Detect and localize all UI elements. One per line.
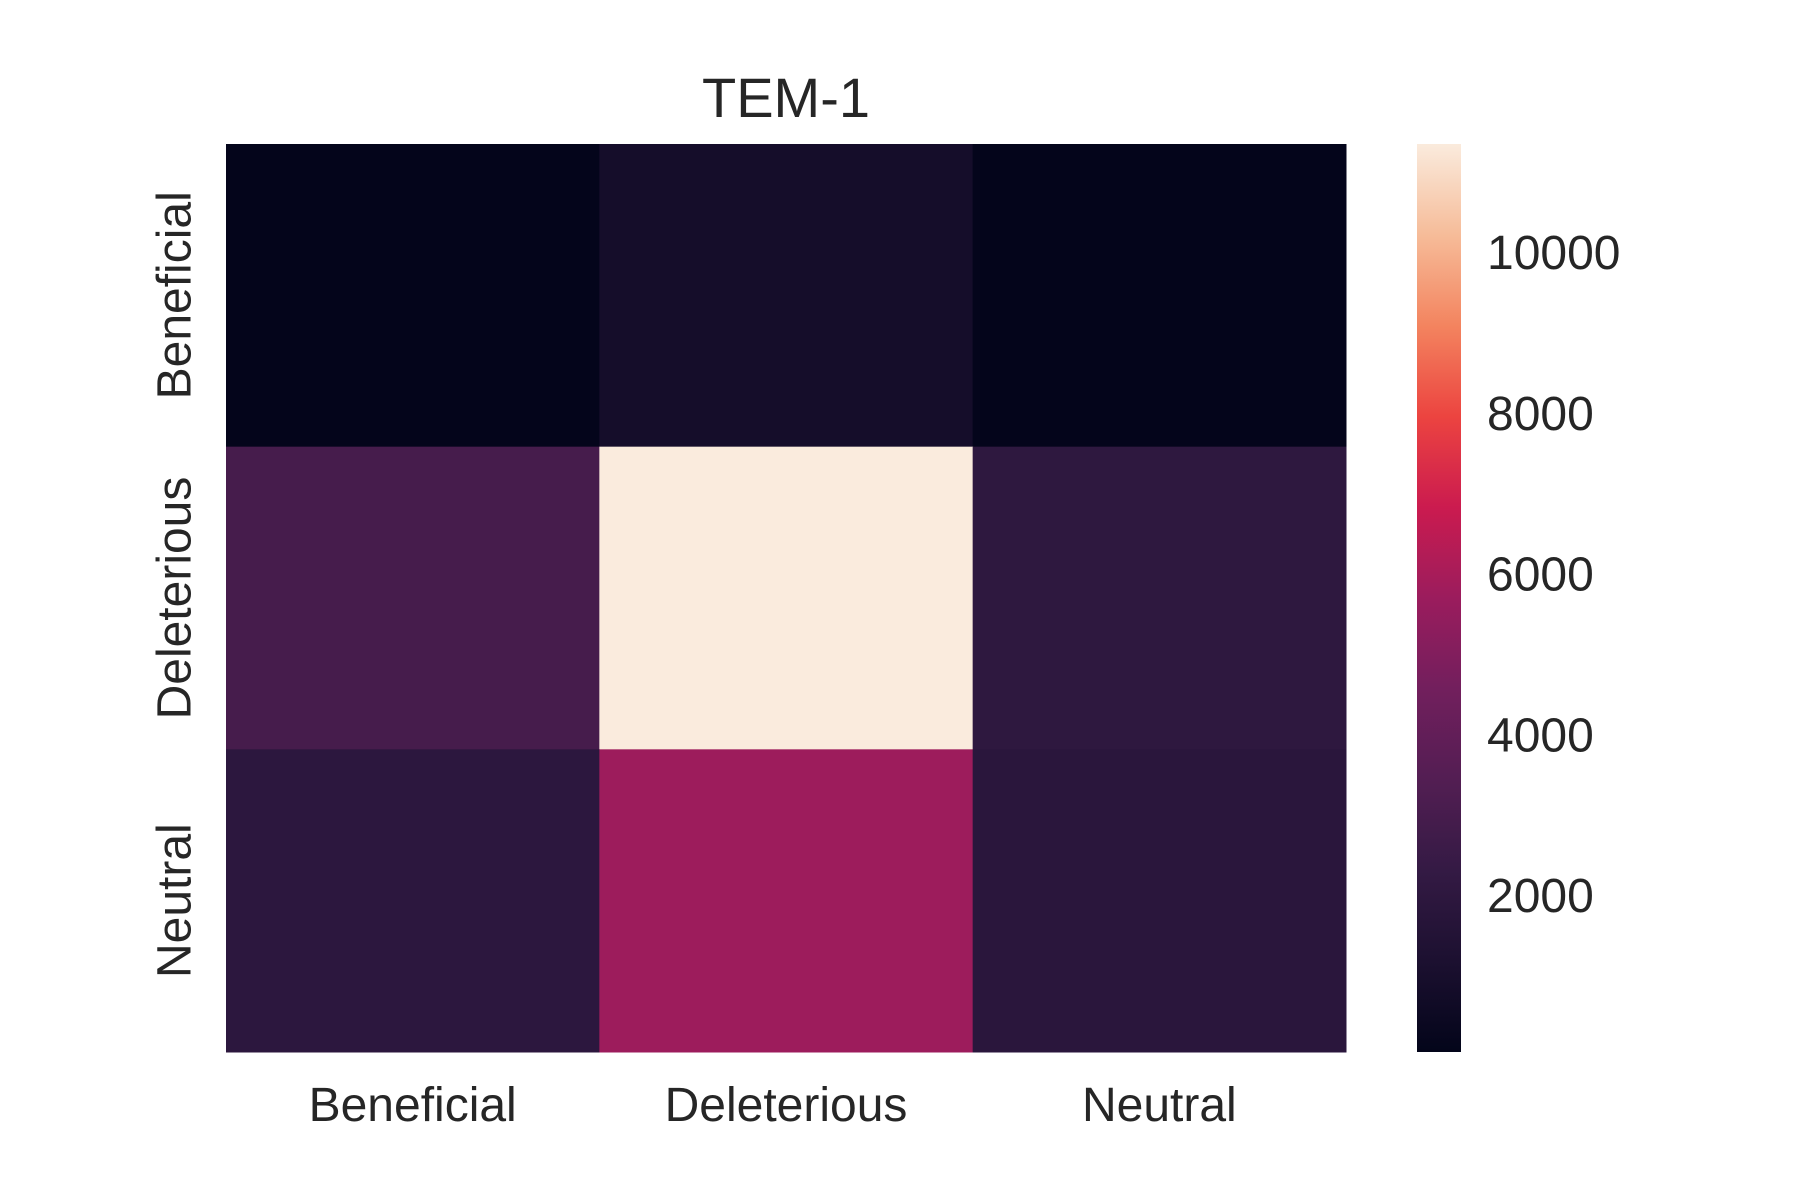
colorbar-tick-label: 8000 — [1487, 388, 1594, 441]
x-tick-label: Deleterious — [665, 1079, 908, 1132]
colorbar — [1417, 144, 1461, 1052]
y-tick-label: Neutral — [149, 823, 202, 978]
heatmap-cell — [226, 144, 600, 448]
heatmap-cells — [226, 144, 1347, 1053]
colorbar-ticks: 2000 4000 6000 8000 10000 — [1487, 227, 1620, 923]
heatmap-cell — [226, 446, 600, 750]
colorbar-gradient — [1417, 144, 1461, 1052]
y-tick-label: Beneficial — [149, 191, 202, 399]
colorbar-tick-label: 10000 — [1487, 227, 1620, 280]
heatmap-cell — [599, 144, 974, 448]
heatmap-cell — [599, 749, 974, 1053]
heatmap-cell — [972, 144, 1347, 448]
colorbar-tick-label: 6000 — [1487, 549, 1594, 602]
chart-title: TEM-1 — [702, 66, 870, 129]
colorbar-tick-label: 2000 — [1487, 870, 1594, 923]
y-tick-label: Deleterious — [149, 477, 202, 720]
y-axis-ticks: Beneficial Deleterious Neutral — [149, 191, 202, 978]
heatmap-cell — [972, 749, 1347, 1053]
heatmap-cell — [599, 446, 974, 750]
heatmap-cell — [972, 446, 1347, 750]
x-axis-ticks: Beneficial Deleterious Neutral — [309, 1079, 1237, 1132]
colorbar-tick-label: 4000 — [1487, 709, 1594, 762]
x-tick-label: Neutral — [1082, 1079, 1237, 1132]
heatmap-cell — [226, 749, 600, 1053]
x-tick-label: Beneficial — [309, 1079, 517, 1132]
